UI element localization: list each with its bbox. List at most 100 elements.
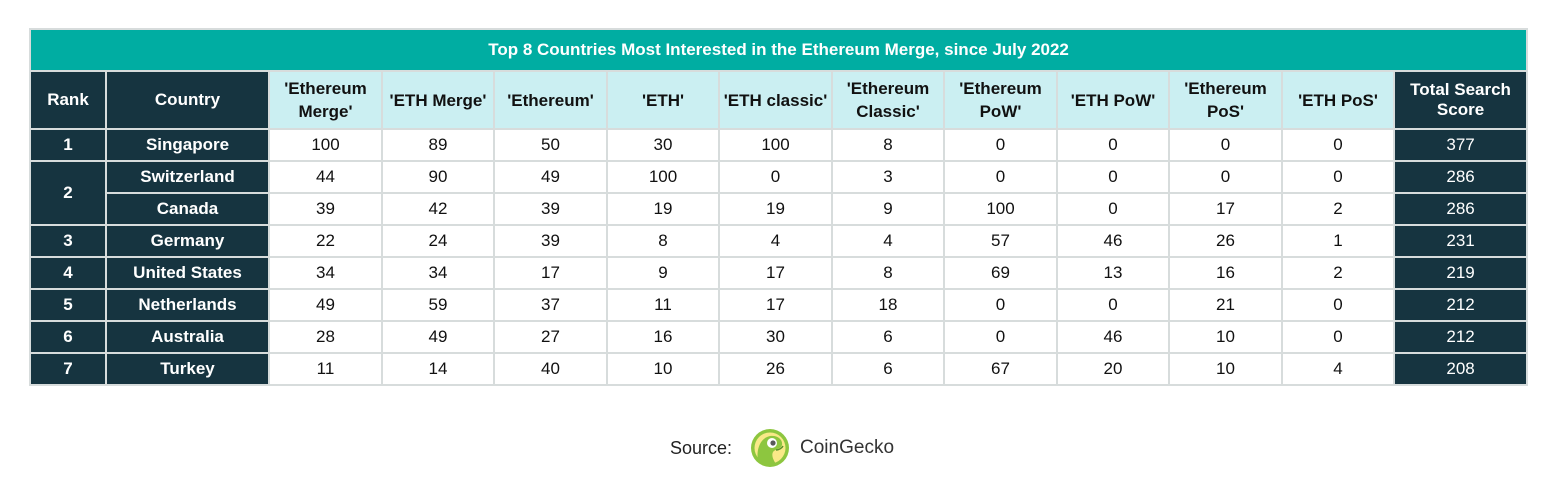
value-cell: 30 [606,128,720,162]
coingecko-gecko-icon [751,429,790,467]
value-cell: 50 [493,128,608,162]
table-row: 4 United States 34 34 17 9 17 8 69 13 16 2 219 [29,256,1529,290]
source-label: Source: [669,437,733,458]
value-cell: 0 [1056,128,1170,162]
value-cell: 0 [1281,128,1395,162]
column-header: Country [105,70,270,130]
source-footer: Source: CoinGecko [0,425,1564,471]
header-row: Rank Country 'Ethereum Merge' 'ETH Merge' 'E… [29,70,1529,130]
table-row: 1 Singapore 100 89 50 30 100 8 0 0 0 0 377 [29,128,1529,162]
value-cell: 59 [381,288,495,322]
table-row: 6 Australia 28 49 27 16 30 6 0 46 10 0 212 [29,320,1529,354]
value-cell: 3 [831,160,945,194]
value-cell: 39 [493,224,608,258]
value-cell: 8 [831,256,945,290]
rank-cell: 6 [29,320,107,354]
title-row: Top 8 Countries Most Interested in the E… [28,28,1529,72]
value-cell: 26 [718,352,833,386]
value-cell: 11 [268,352,383,386]
rank-cell: 5 [29,288,107,322]
total-score-cell: 231 [1392,224,1529,258]
column-header: 'ETH PoS' [1281,70,1395,130]
value-cell: 37 [493,288,608,322]
value-cell: 24 [381,224,495,258]
total-score-cell: 377 [1392,128,1529,162]
total-score-cell: 212 [1392,288,1529,322]
column-header: 'ETH Merge' [381,70,495,130]
value-cell: 11 [606,288,720,322]
value-cell: 9 [831,192,945,226]
value-cell: 100 [606,160,720,194]
value-cell: 0 [943,288,1058,322]
country-cell: Australia [105,320,270,354]
value-cell: 18 [831,288,945,322]
column-header: Total Search Score [1392,70,1529,130]
value-cell: 10 [1168,352,1283,386]
value-cell: 0 [1281,320,1395,354]
value-cell: 67 [943,352,1058,386]
value-cell: 4 [831,224,945,258]
column-header: 'ETH classic' [718,70,833,130]
value-cell: 6 [831,320,945,354]
value-cell: 0 [1168,128,1283,162]
rank-cell: 2 [29,160,107,226]
rank-cell: 4 [29,256,107,290]
table-title: Top 8 Countries Most Interested in the E… [28,28,1529,72]
value-cell: 8 [606,224,720,258]
value-cell: 30 [718,320,833,354]
country-cell: Canada [105,192,270,226]
value-cell: 9 [606,256,720,290]
value-cell: 46 [1056,320,1170,354]
value-cell: 6 [831,352,945,386]
total-score-cell: 208 [1392,352,1529,386]
value-cell: 13 [1056,256,1170,290]
value-cell: 0 [1056,160,1170,194]
value-cell: 0 [1281,288,1395,322]
country-cell: United States [105,256,270,290]
value-cell: 42 [381,192,495,226]
value-cell: 17 [718,288,833,322]
value-cell: 22 [268,224,383,258]
column-header: 'Ethereum PoS' [1168,70,1283,130]
value-cell: 69 [943,256,1058,290]
table-row: 2 Switzerland 44 90 49 100 0 3 0 0 0 0 286 [29,160,1529,226]
value-cell: 0 [943,160,1058,194]
total-score-cell: 286 [1392,160,1529,194]
value-cell: 17 [718,256,833,290]
value-cell: 0 [1168,160,1283,194]
rank-cell: 1 [29,128,107,162]
value-cell: 2 [1281,192,1395,226]
search-score-table: Top 8 Countries Most Interested in the E… [28,28,1529,386]
value-cell: 0 [1056,288,1170,322]
value-cell: 100 [943,192,1058,226]
column-header: 'Ethereum PoW' [943,70,1058,130]
value-cell: 49 [381,320,495,354]
value-cell: 4 [718,224,833,258]
value-cell: 34 [381,256,495,290]
value-cell: 10 [606,352,720,386]
country-cell: Germany [105,224,270,258]
value-cell: 0 [943,128,1058,162]
value-cell: 17 [1168,192,1283,226]
value-cell: 27 [493,320,608,354]
value-cell: 26 [1168,224,1283,258]
value-cell: 14 [381,352,495,386]
value-cell: 0 [718,160,833,194]
value-cell: 20 [1056,352,1170,386]
rank-cell: 7 [29,352,107,386]
value-cell: 34 [268,256,383,290]
value-cell: 44 [268,160,383,194]
value-cell: 10 [1168,320,1283,354]
value-cell: 16 [606,320,720,354]
value-cell: 0 [1056,192,1170,226]
country-cell: Singapore [105,128,270,162]
total-score-cell: 286 [1392,192,1529,226]
column-header: 'Ethereum Merge' [268,70,383,130]
value-cell: 49 [493,160,608,194]
value-cell: 0 [1281,160,1395,194]
column-header: 'ETH' [606,70,720,130]
value-cell: 8 [831,128,945,162]
rank-cell: 3 [29,224,107,258]
value-cell: 39 [268,192,383,226]
total-score-cell: 212 [1392,320,1529,354]
